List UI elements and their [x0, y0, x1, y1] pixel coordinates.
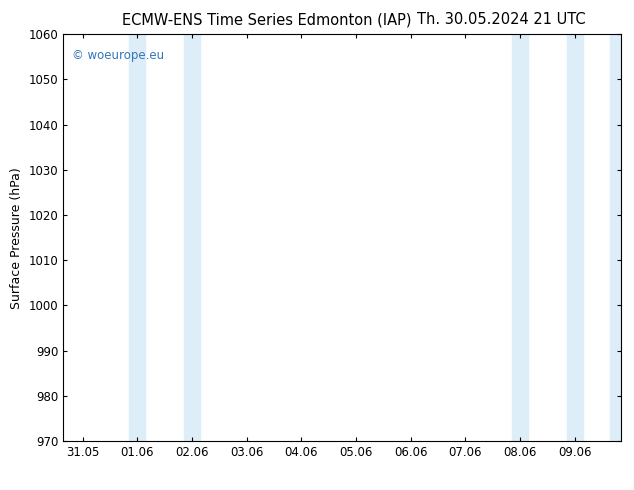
Bar	[512, 34, 528, 441]
Bar	[611, 34, 621, 441]
Text: © woeurope.eu: © woeurope.eu	[72, 49, 164, 62]
Text: Th. 30.05.2024 21 UTC: Th. 30.05.2024 21 UTC	[417, 12, 585, 27]
Y-axis label: Surface Pressure (hPa): Surface Pressure (hPa)	[10, 167, 23, 309]
Bar	[567, 34, 583, 441]
Bar	[129, 34, 145, 441]
Text: ECMW-ENS Time Series Edmonton (IAP): ECMW-ENS Time Series Edmonton (IAP)	[122, 12, 411, 27]
Bar	[184, 34, 200, 441]
